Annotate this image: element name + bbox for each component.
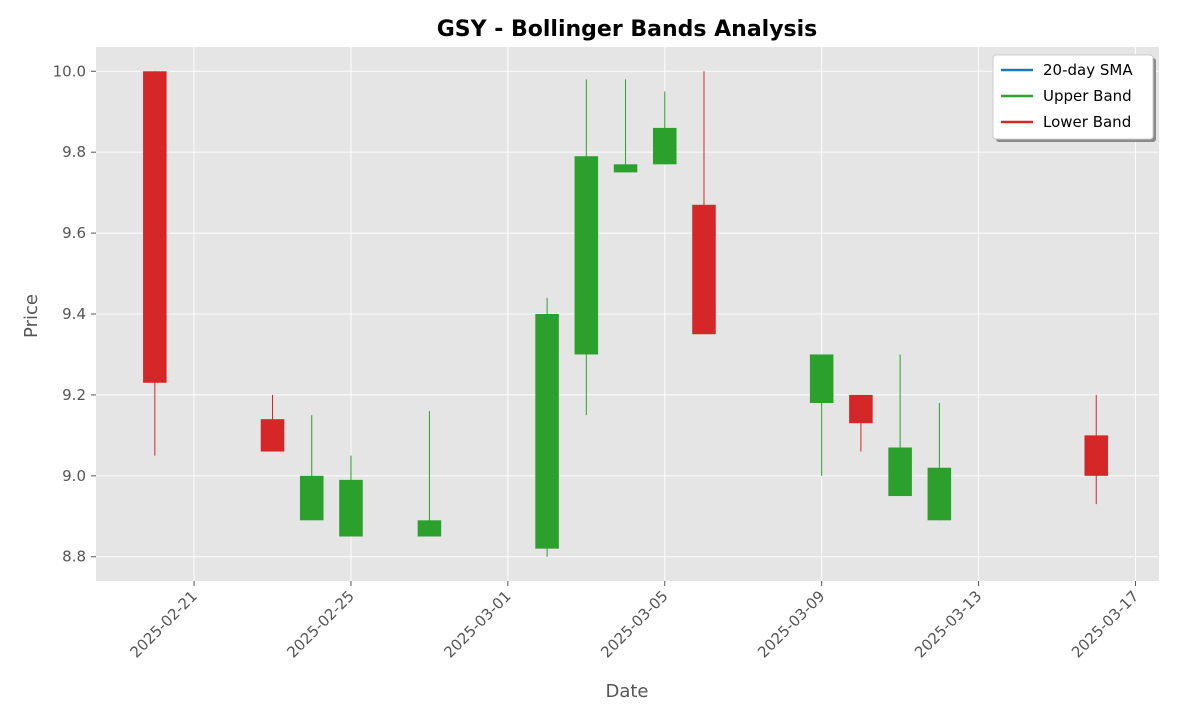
- x-tick-label: 2025-03-09: [754, 587, 828, 661]
- candle-body: [417, 520, 442, 537]
- y-tick-label: 8.8: [62, 548, 86, 566]
- y-axis-ticks: 8.8 9.0 9.2 9.4 9.6 9.8 10.0: [53, 62, 96, 566]
- legend-entry: Lower Band: [1043, 113, 1131, 131]
- candle-body: [339, 479, 363, 537]
- grid-lines: [96, 47, 1159, 581]
- candle-body: [535, 314, 559, 549]
- candle-body: [143, 71, 167, 383]
- candle-body: [574, 156, 599, 355]
- candle-body: [927, 467, 952, 521]
- y-axis-label: Price: [21, 294, 42, 338]
- candle-body: [692, 204, 716, 335]
- legend-entry: 20-day SMA: [1043, 61, 1133, 79]
- x-tick-label: 2025-03-01: [440, 587, 514, 661]
- legend-frame: [992, 54, 1154, 140]
- y-tick-label: 9.0: [62, 467, 86, 485]
- candle-body: [299, 475, 324, 521]
- y-tick-label: 9.2: [62, 386, 86, 404]
- x-tick-label: 2025-02-21: [127, 587, 201, 661]
- candlesticks: [143, 71, 1109, 557]
- candle-body: [849, 394, 873, 424]
- y-tick-label: 10.0: [53, 62, 86, 80]
- x-axis-ticks: 2025-02-21 2025-02-25 2025-03-01 2025-03-05…: [127, 581, 1142, 661]
- candle-body: [888, 447, 912, 497]
- candle-body: [613, 164, 638, 173]
- x-tick-label: 2025-03-17: [1068, 587, 1142, 661]
- x-axis-label: Date: [605, 681, 648, 702]
- legend-entry: Upper Band: [1043, 87, 1132, 105]
- y-tick-label: 9.6: [62, 224, 86, 242]
- x-tick-label: 2025-02-25: [283, 587, 357, 661]
- y-tick-label: 9.8: [62, 143, 86, 161]
- y-tick-label: 9.4: [62, 305, 86, 323]
- candle-body: [809, 354, 834, 403]
- candle-body: [1084, 435, 1109, 476]
- candle-body: [652, 127, 677, 165]
- x-tick-label: 2025-03-05: [597, 587, 671, 661]
- chart-title: GSY - Bollinger Bands Analysis: [437, 17, 818, 42]
- candle-body: [260, 419, 285, 452]
- legend: 20-day SMA Upper Band Lower Band: [992, 54, 1156, 142]
- x-tick-label: 2025-03-13: [911, 587, 985, 661]
